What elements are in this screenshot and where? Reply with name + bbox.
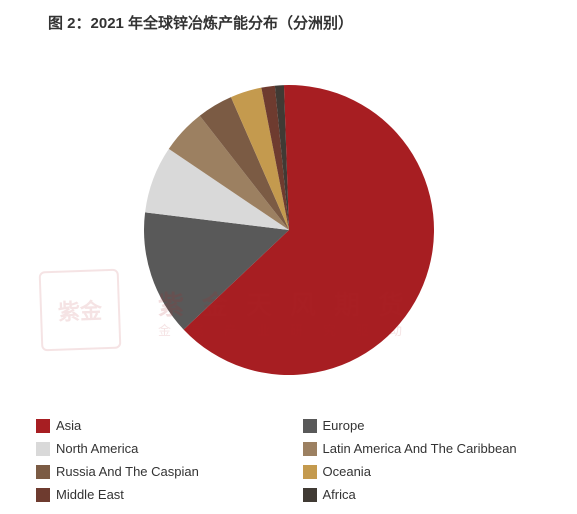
legend-label: Asia <box>56 418 81 433</box>
legend-item: Oceania <box>303 464 558 479</box>
legend-item: North America <box>36 441 291 456</box>
legend-swatch <box>36 419 50 433</box>
legend-item: Africa <box>303 487 558 502</box>
legend: Asia Europe North America Latin America And… <box>36 418 557 502</box>
legend-item: Russia And The Caspian <box>36 464 291 479</box>
legend-label: Europe <box>323 418 365 433</box>
legend-swatch <box>36 488 50 502</box>
legend-label: Latin America And The Caribbean <box>323 441 517 456</box>
legend-swatch <box>36 465 50 479</box>
legend-item: Middle East <box>36 487 291 502</box>
legend-label: North America <box>56 441 138 456</box>
pie-chart <box>144 85 434 375</box>
legend-label: Russia And The Caspian <box>56 464 199 479</box>
legend-swatch <box>303 442 317 456</box>
legend-item: Europe <box>303 418 558 433</box>
legend-swatch <box>303 488 317 502</box>
pie-chart-container <box>0 60 577 400</box>
legend-swatch <box>303 419 317 433</box>
legend-label: Oceania <box>323 464 371 479</box>
legend-item: Asia <box>36 418 291 433</box>
chart-title: 图 2：2021 年全球锌冶炼产能分布（分洲别） <box>48 12 353 33</box>
legend-swatch <box>36 442 50 456</box>
legend-item: Latin America And The Caribbean <box>303 441 558 456</box>
legend-swatch <box>303 465 317 479</box>
legend-label: Middle East <box>56 487 124 502</box>
legend-label: Africa <box>323 487 356 502</box>
